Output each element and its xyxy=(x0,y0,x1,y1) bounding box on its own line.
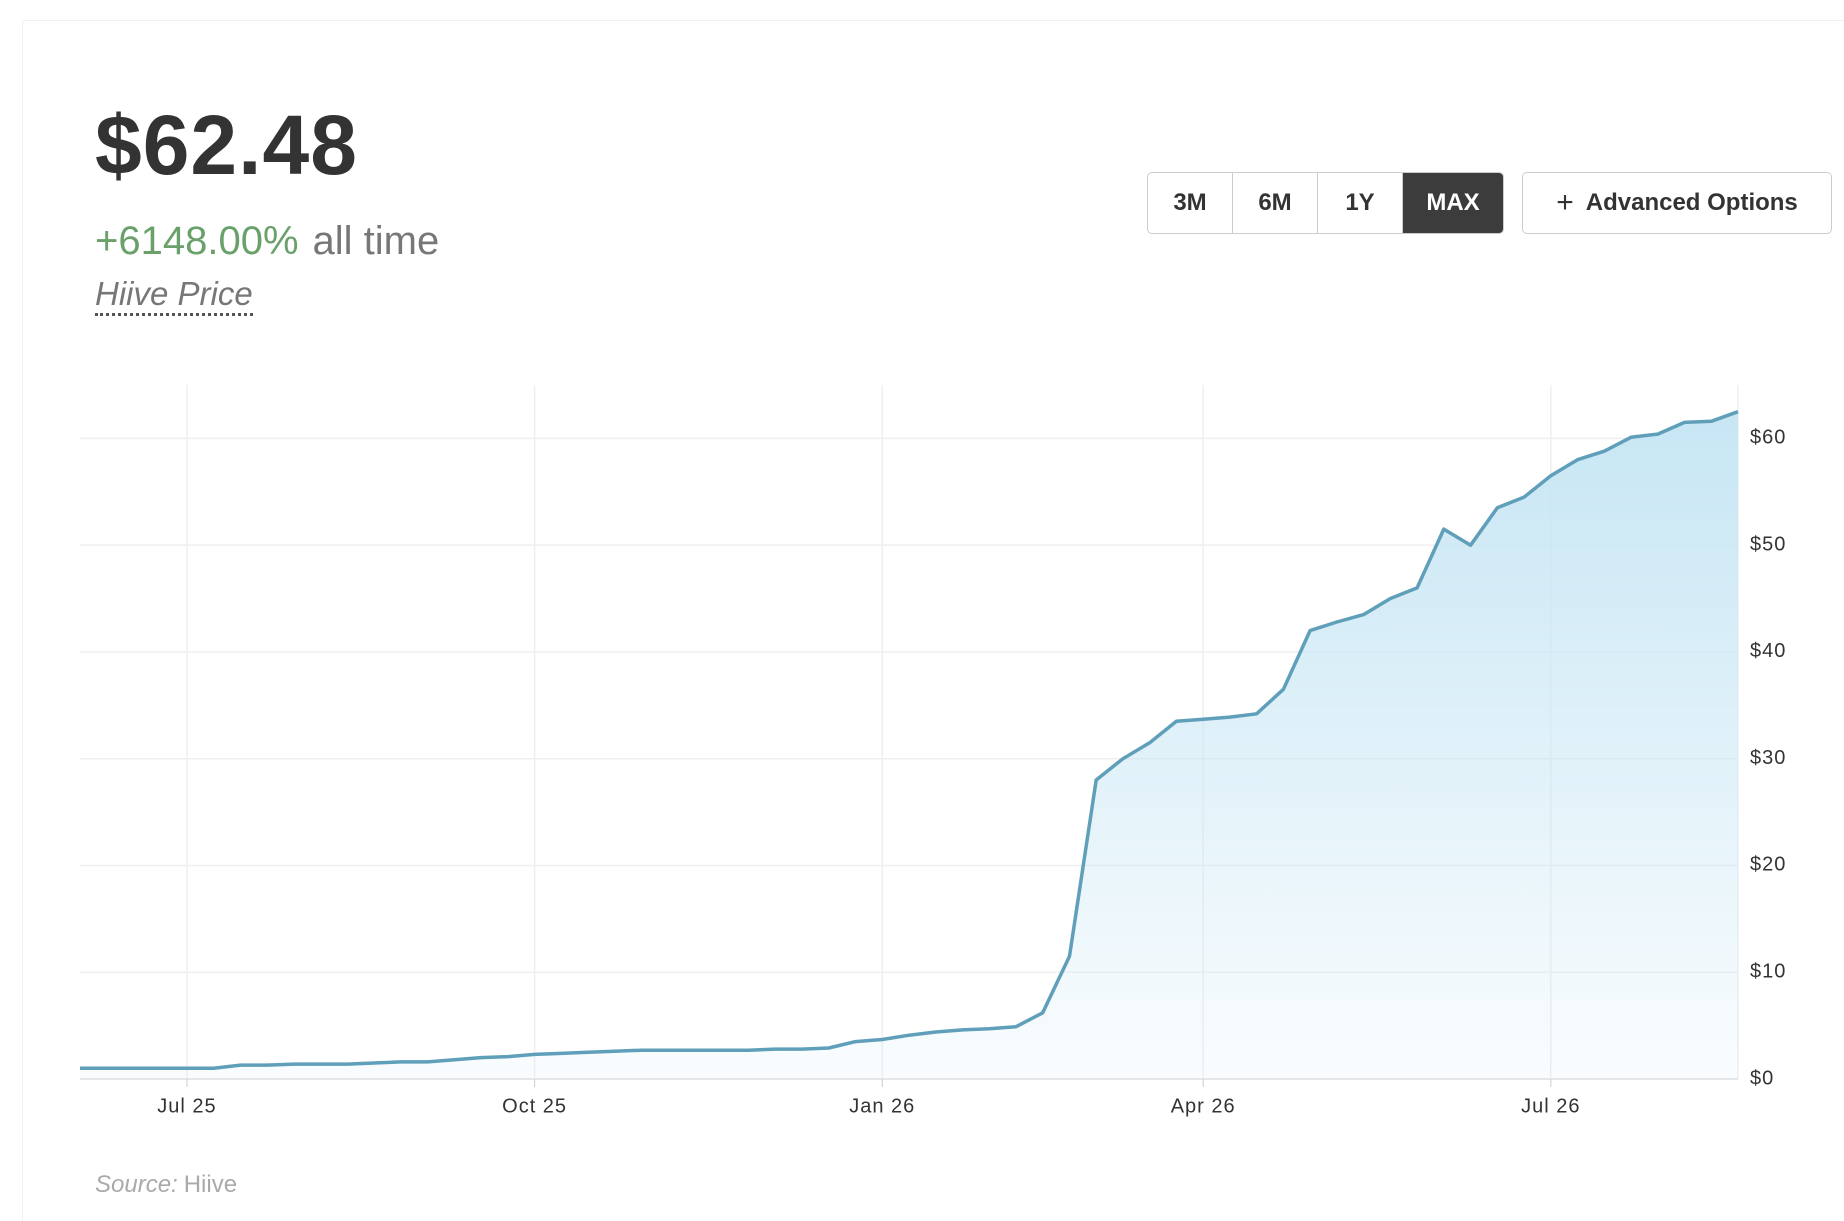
plus-icon: + xyxy=(1556,186,1574,219)
source-name: Hiive xyxy=(183,1171,238,1198)
y-tick-label: $10 xyxy=(1750,961,1786,983)
y-tick-label: $40 xyxy=(1750,640,1786,662)
change: +6148.00% all time xyxy=(95,219,439,264)
price-card: $62.48 +6148.00% all time Hiive Price 3M 6… xyxy=(22,20,1844,1221)
price: $62.48 xyxy=(95,98,358,192)
source: Source: Hiive xyxy=(95,1171,237,1199)
x-tick-label: Oct 25 xyxy=(502,1095,567,1117)
range-button[interactable]: 6M xyxy=(1233,173,1318,233)
range-button[interactable]: 3M xyxy=(1148,173,1233,233)
change-value: +6148.00% xyxy=(95,219,299,263)
y-tick-label: $30 xyxy=(1750,747,1786,769)
subtitle[interactable]: Hiive Price xyxy=(95,275,253,316)
y-tick-label: $20 xyxy=(1750,854,1786,876)
range-buttons: 3M 6M 1Y MAX xyxy=(1147,172,1504,234)
y-tick-label: $50 xyxy=(1750,533,1786,555)
price-line xyxy=(80,410,1739,1071)
y-tick-label: $60 xyxy=(1750,427,1786,449)
area xyxy=(80,411,1738,1079)
y-tick-label: $0 xyxy=(1750,1067,1774,1089)
x-tick-label: Jan 26 xyxy=(849,1095,915,1117)
range-button[interactable]: MAX xyxy=(1403,173,1503,233)
range-button[interactable]: 1Y xyxy=(1318,173,1403,233)
x-tick-label: Jul 25 xyxy=(157,1095,216,1117)
advanced-label: Advanced Options xyxy=(1585,189,1798,216)
source-label: Source: xyxy=(95,1171,178,1198)
x-tick-label: Jul 26 xyxy=(1521,1095,1580,1117)
change-period: all time xyxy=(312,219,440,263)
x-tick-label: Apr 26 xyxy=(1171,1095,1236,1117)
advanced-options[interactable]: + Advanced Options xyxy=(1522,172,1832,234)
